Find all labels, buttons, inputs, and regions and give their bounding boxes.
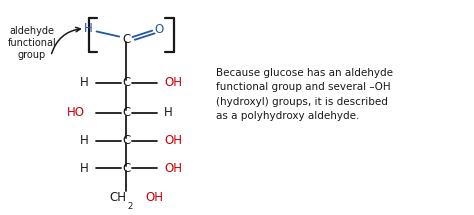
Text: OH: OH <box>164 77 182 89</box>
Text: C: C <box>122 162 130 175</box>
Text: H: H <box>80 77 89 89</box>
Text: C: C <box>122 33 130 46</box>
Text: C: C <box>122 77 130 89</box>
Text: H: H <box>164 106 173 119</box>
Text: C: C <box>122 134 130 147</box>
Text: OH: OH <box>164 162 182 175</box>
Text: HO: HO <box>67 106 85 119</box>
Text: aldehyde
functional
group: aldehyde functional group <box>8 26 56 60</box>
Text: 2: 2 <box>128 202 133 211</box>
Text: C: C <box>122 106 130 119</box>
Text: OH: OH <box>145 191 163 204</box>
Text: H: H <box>80 162 89 175</box>
Text: OH: OH <box>164 134 182 147</box>
Text: O: O <box>155 23 164 36</box>
Text: CH: CH <box>109 191 126 204</box>
Text: Because glucose has an aldehyde
functional group and several –OH
(hydroxyl) grou: Because glucose has an aldehyde function… <box>216 68 393 121</box>
Text: H: H <box>80 134 89 147</box>
Text: H: H <box>84 22 93 35</box>
